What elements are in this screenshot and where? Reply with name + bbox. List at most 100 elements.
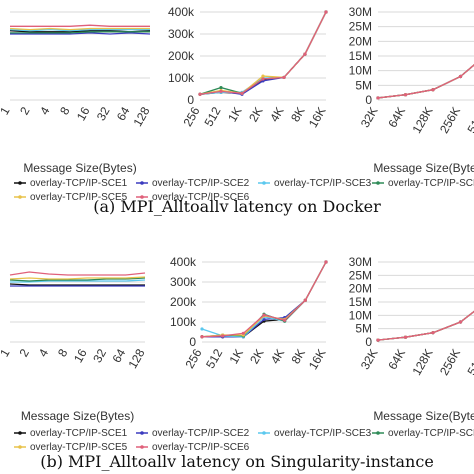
- x-tick-label: 16K: [306, 105, 329, 130]
- y-tick-label: 15M: [349, 49, 372, 63]
- series-point-6: [458, 74, 463, 79]
- y-tick-label: 100k: [170, 315, 197, 329]
- legend-label: overlay-TCP/IP-SCE4: [388, 178, 474, 189]
- x-tick-label: 256K: [437, 347, 463, 378]
- series-line-2: [202, 261, 327, 338]
- x-tick-label: 16: [71, 346, 90, 365]
- y-tick-label: 300k: [168, 27, 195, 41]
- y-tick-label: 5M: [355, 78, 372, 92]
- legend-label: overlay-TCP/IP-SCE5: [30, 442, 128, 453]
- y-tick-label: 100k: [168, 71, 195, 85]
- legend-label: overlay-TCP/IP-SCE5: [30, 192, 128, 203]
- x-tick-label: 64: [114, 104, 133, 123]
- y-tick-label: 400k: [168, 5, 195, 19]
- y-tick-label: 0: [365, 93, 372, 107]
- legend-marker: [262, 431, 266, 435]
- series-point-6: [282, 75, 286, 80]
- series-point-6: [324, 260, 328, 264]
- x-tick-label: 1: [0, 346, 13, 359]
- x-tick-label: 256: [180, 104, 202, 129]
- y-tick-label: 10M: [349, 308, 372, 322]
- series-point-6: [221, 334, 225, 338]
- x-tick-label: 2: [16, 346, 32, 359]
- series-line-6: [201, 261, 327, 338]
- series-line-3: [9, 28, 150, 32]
- series-line-1: [9, 283, 145, 286]
- x-tick-label: 512K: [464, 105, 474, 136]
- series-point-6: [283, 318, 287, 322]
- x-tick-label: 4: [36, 346, 52, 359]
- x-tick-label: 4: [37, 104, 53, 117]
- y-tick-label: 400k: [170, 255, 197, 269]
- legend-b: overlay-TCP/IP-SCE1 overlay-TCP/IP-SCE2 ov…: [14, 428, 474, 453]
- y-tick-label: 25M: [349, 20, 372, 34]
- legend-marker: [18, 195, 22, 199]
- series-point-6: [431, 331, 435, 335]
- x-tick-label: 1K: [226, 347, 245, 367]
- x-tick-label: 64K: [385, 347, 408, 372]
- x-axis-label: Message Size(Bytes): [23, 161, 136, 175]
- y-tick-label: 20M: [349, 34, 372, 48]
- legend-label: overlay-TCP/IP-SCE1: [30, 428, 128, 439]
- series-point-6: [262, 313, 266, 317]
- legend-marker: [140, 445, 144, 449]
- series-line-4: [10, 31, 150, 34]
- x-axis-label: Message Size(Bytes): [21, 409, 134, 423]
- x-axis-label: Message Size(Bytes): [373, 161, 474, 175]
- legend-marker: [376, 431, 380, 435]
- y-tick-label: 200k: [168, 49, 195, 63]
- x-tick-label: 64: [110, 346, 129, 365]
- x-axis-label: Message Size(Bytes): [373, 409, 474, 423]
- x-tick-label: 32: [94, 104, 113, 123]
- series-point-2: [262, 317, 266, 321]
- x-tick-label: 128: [130, 104, 152, 129]
- legend-marker: [140, 195, 144, 199]
- y-tick-label: 30M: [349, 255, 372, 269]
- series-point-6: [219, 89, 223, 93]
- series-line-3: [201, 261, 327, 338]
- y-tick-label: 10M: [349, 64, 372, 78]
- legend-marker: [140, 431, 144, 435]
- x-tick-label: 64K: [385, 105, 408, 130]
- x-tick-label: 1: [0, 104, 13, 117]
- legend-marker: [18, 431, 22, 435]
- x-tick-label: 32K: [358, 347, 381, 372]
- series-line-5: [9, 27, 150, 31]
- series-point-6: [240, 91, 244, 95]
- y-tick-label: 300k: [170, 275, 197, 289]
- series-line-4: [201, 261, 327, 338]
- legend-label: overlay-TCP/IP-SCE2: [152, 178, 250, 189]
- series-line-5: [9, 276, 146, 280]
- x-tick-label: 16: [74, 104, 93, 123]
- x-tick-label: 128K: [409, 347, 435, 378]
- legend-label: overlay-TCP/IP-SCE6: [152, 442, 250, 453]
- series-line-2: [10, 32, 151, 35]
- series-point-6: [431, 88, 435, 92]
- legend-marker: [376, 181, 380, 185]
- legend-label: overlay-TCP/IP-SCE1: [30, 178, 128, 189]
- x-tick-label: 16K: [306, 347, 329, 372]
- x-tick-label: 2K: [246, 105, 265, 125]
- y-tick-label: 25M: [349, 268, 372, 282]
- series-point-6: [198, 92, 202, 96]
- x-tick-label: 512: [203, 346, 225, 371]
- x-tick-label: 8: [57, 104, 73, 117]
- x-tick-label: 8K: [288, 105, 307, 125]
- x-tick-label: 256: [182, 346, 204, 371]
- series-point-6: [376, 338, 380, 342]
- legend-label: overlay-TCP/IP-SCE3: [274, 178, 372, 189]
- y-tick-label: 15M: [349, 295, 372, 309]
- series-point-6: [261, 77, 265, 81]
- x-tick-label: 1K: [225, 105, 244, 125]
- series-line-1: [202, 261, 327, 338]
- series-point-5: [261, 74, 265, 78]
- y-tick-label: 0: [365, 335, 372, 349]
- x-tick-label: 2: [17, 104, 33, 117]
- y-tick-label: 0: [187, 93, 194, 107]
- x-tick-label: 8K: [288, 347, 307, 367]
- x-tick-label: 256K: [437, 105, 463, 136]
